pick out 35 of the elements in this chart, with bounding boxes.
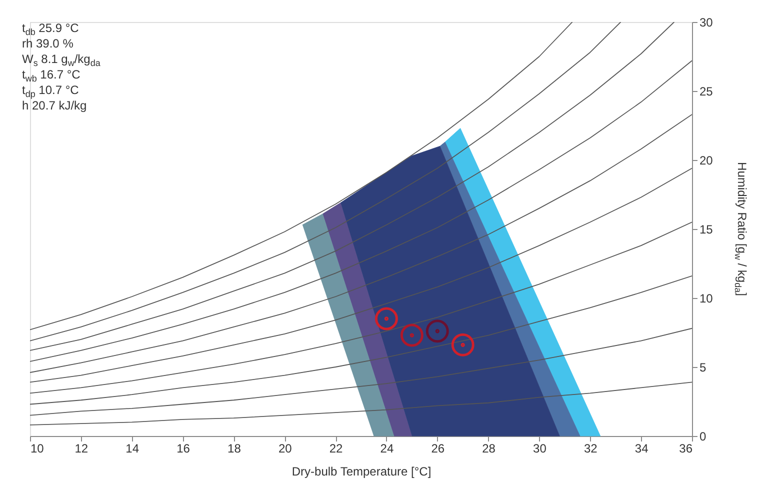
x-tick-label: 24 <box>380 442 394 456</box>
point <box>374 307 398 330</box>
annotation: rh 39.0 % <box>22 36 74 50</box>
line-series <box>30 222 692 394</box>
x-tick-label: 12 <box>74 442 88 456</box>
line-series <box>30 114 692 373</box>
x-tick-label: 22 <box>329 442 344 456</box>
x-tick-label: 18 <box>228 442 242 456</box>
x-tick-label: 36 <box>679 442 693 456</box>
point <box>400 324 424 347</box>
y-tick-label: 15 <box>700 222 714 236</box>
point <box>426 320 449 343</box>
line-series <box>30 382 692 426</box>
y-axis-title: Humidity Ratio [gw / kgda] <box>732 162 749 296</box>
x-tick-label: 34 <box>634 442 649 456</box>
x-tick-label: 30 <box>533 442 547 456</box>
x-tick-label: 16 <box>176 442 190 456</box>
x-axis-title: Dry-bulb Temperature [°C] <box>292 464 432 478</box>
line-series <box>30 168 692 383</box>
x-tick-label: 20 <box>278 442 292 456</box>
point <box>451 333 474 356</box>
y-tick-label: 5 <box>700 360 706 374</box>
line-series <box>30 328 692 416</box>
x-tick-label: 10 <box>30 442 44 456</box>
x-tick-label: 28 <box>482 442 496 456</box>
x-tick-label: 26 <box>431 442 445 456</box>
y-tick-label: 0 <box>700 430 706 444</box>
x-tick-label: 32 <box>584 442 598 456</box>
y-tick-label: 10 <box>700 292 714 306</box>
annotation: h 20.7 kJ/kg <box>22 98 87 112</box>
line-series <box>30 275 692 405</box>
x-tick-label: 14 <box>126 442 140 456</box>
y-tick-label: 30 <box>700 16 714 30</box>
y-tick-label: 25 <box>700 84 714 98</box>
y-tick-label: 20 <box>700 154 714 168</box>
